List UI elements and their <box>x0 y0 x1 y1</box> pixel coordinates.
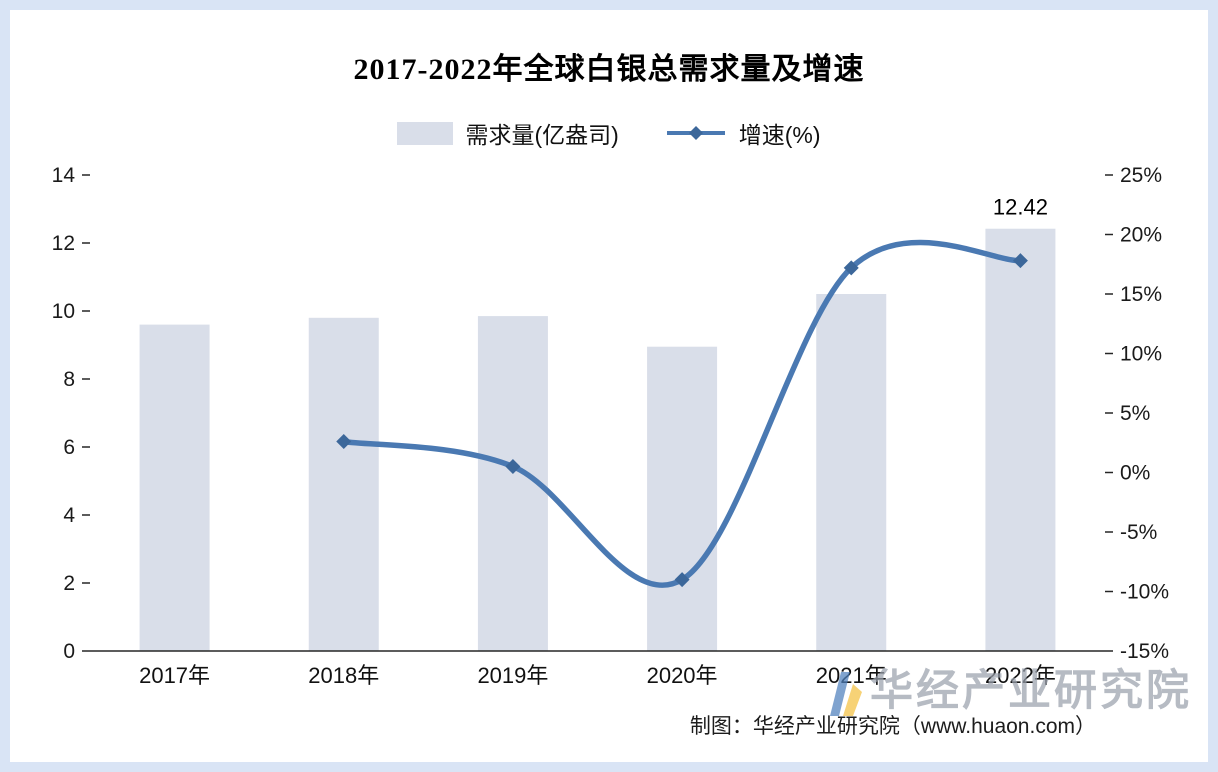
legend-label-demand: 需求量(亿盎司) <box>465 122 619 148</box>
right-tick-label: -10% <box>1120 581 1169 604</box>
legend-label-growth: 增速(%) <box>738 122 821 148</box>
bar <box>139 324 210 651</box>
left-tick-label: 12 <box>52 232 75 255</box>
left-tick-label: 14 <box>52 164 76 187</box>
line-swatch <box>666 126 725 140</box>
legend-item-demand: 需求量(亿盎司) <box>397 116 619 150</box>
huaon-logo-icon <box>830 672 862 716</box>
x-tick-label: 2021年 <box>816 663 887 688</box>
x-tick-label: 2018年 <box>308 663 379 688</box>
bar <box>308 317 379 651</box>
chart-canvas: 2017-2022年全球白银总需求量及增速 需求量(亿盎司) 增速(%) 0 2 4… <box>10 10 1208 762</box>
growth-line <box>341 239 1024 588</box>
bar <box>647 346 718 651</box>
bar <box>816 294 887 651</box>
x-tick-label: 2017年 <box>139 663 210 688</box>
x-tick-label: 2022年 <box>985 663 1056 688</box>
diamond-marker <box>505 459 521 475</box>
diamond-marker <box>843 260 859 276</box>
left-tick-label: 2 <box>63 572 75 595</box>
chart-title: 2017-2022年全球白银总需求量及增速 <box>353 53 865 86</box>
bar <box>985 228 1056 651</box>
right-axis: -15% -10% -5% 0% 5% 10% 15% 20% 25% <box>1105 164 1169 663</box>
legend: 需求量(亿盎司) 增速(%) <box>10 116 1208 150</box>
bars <box>139 228 1056 651</box>
left-tick-label: 0 <box>63 640 75 663</box>
diamond-marker <box>336 434 352 450</box>
right-tick-label: 10% <box>1120 343 1162 366</box>
diamond-marker <box>674 572 690 588</box>
x-tick-label: 2020年 <box>647 663 718 688</box>
diamond-marker <box>1012 253 1028 269</box>
watermark-text: 华经产业研究院 <box>870 667 1192 715</box>
right-tick-label: 20% <box>1120 224 1162 247</box>
left-tick-label: 10 <box>52 300 75 323</box>
combo-chart: 0 2 4 6 8 10 12 14 -15% -10% -5% 0% 5% 10% 15% 20% 25% 20… <box>52 164 1169 688</box>
credit-line: 制图：华经产业研究院（www.huaon.com） <box>689 715 1096 738</box>
legend-item-growth: 增速(%) <box>665 116 821 150</box>
left-tick-label: 4 <box>63 504 75 527</box>
right-tick-label: 0% <box>1120 462 1150 485</box>
right-tick-label: 5% <box>1120 402 1150 425</box>
growth-line-series <box>336 239 1028 588</box>
right-tick-label: 15% <box>1120 283 1162 306</box>
left-tick-label: 8 <box>63 368 75 391</box>
watermark: 华经产业研究院 <box>828 656 1192 718</box>
right-tick-label: 25% <box>1120 164 1162 187</box>
left-tick-label: 6 <box>63 436 75 459</box>
bar-data-label: 12.42 <box>993 195 1048 220</box>
left-axis: 0 2 4 6 8 10 12 14 <box>52 164 90 663</box>
right-tick-label: -5% <box>1120 521 1157 544</box>
x-tick-label: 2019年 <box>477 663 548 688</box>
bar-swatch <box>397 121 454 145</box>
right-tick-label: -15% <box>1120 640 1169 663</box>
x-axis: 2017年 2018年 2019年 2020年 2021年 2022年 <box>90 650 1105 688</box>
